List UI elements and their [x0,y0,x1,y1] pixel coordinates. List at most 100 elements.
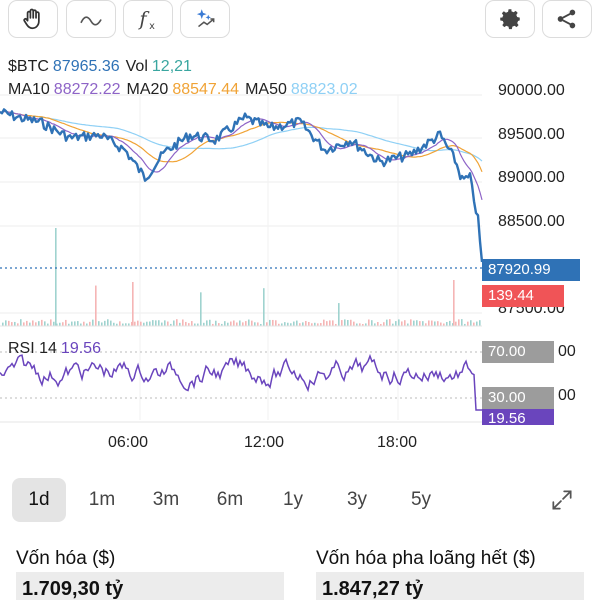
time-tick-0600: 06:00 [108,434,149,451]
volume-bar [212,323,214,326]
volume-bar [146,321,148,326]
volume-bar [56,323,58,326]
drawing-tool-button[interactable] [66,0,116,38]
time-tick-1200: 12:00 [244,434,285,451]
volume-bar [161,322,163,326]
volume-bar [338,303,340,326]
volume-bar [2,322,4,326]
volume-bar [449,320,451,326]
hand-tool-button[interactable] [8,0,58,38]
volume-bar [11,322,13,326]
price-tick-88500: 88500.00 [498,213,565,230]
range-1d-button[interactable]: 1d [12,478,66,522]
gear-icon [500,9,520,30]
volume-bar [29,322,31,326]
fullscreen-button[interactable] [546,484,578,516]
volume-bar [257,322,259,326]
range-5y-button[interactable]: 5y [410,489,432,510]
ma-header: MA10 88272.22 MA20 88547.44 MA50 88823.02 [8,81,364,99]
volume-bar [38,321,40,326]
last-price: 87965.36 [52,58,120,75]
vol-label: Vol [125,58,148,75]
symbol-label: $BTC [8,58,49,75]
price-chart[interactable] [0,38,600,438]
volume-bar [35,322,37,326]
volume-bar [98,321,100,326]
price-tick-89000: 89000.00 [498,169,565,186]
volume-bar [473,322,475,326]
volume-bar [299,323,301,326]
volume-bar [224,321,226,326]
volume-bar [371,320,373,326]
range-3m-button[interactable]: 3m [152,489,180,510]
volume-bar [290,323,292,326]
range-3y-button[interactable]: 3y [346,489,368,510]
volume-bar [176,319,178,326]
volume-bar [5,320,7,326]
volume-bar [152,320,154,326]
price-tick-89500: 89500.00 [498,126,565,143]
volume-bar [53,321,55,326]
volume-bar [227,322,229,326]
volume-bar [320,323,322,326]
volume-bar [335,323,337,326]
volume-bar [344,319,346,326]
volume-bar [416,320,418,326]
vol-value: 12,21 [151,58,192,75]
volume-bar [197,323,199,326]
volume-bar [155,320,157,326]
range-6m-button[interactable]: 6m [216,489,244,510]
volume-bar [245,321,247,326]
share-icon [557,9,576,29]
settings-button[interactable] [485,0,535,38]
volume-bar-spike [55,228,57,326]
volume-bar [32,320,34,326]
volume-bar [134,321,136,326]
volume-bar [200,292,202,326]
volume-bar [14,321,16,326]
volume-bar [137,320,139,326]
volume-bar [170,323,172,326]
volume-bar [104,320,106,326]
ma10-value: 88272.22 [53,81,121,98]
ma50-label: MA50 [245,81,287,98]
ma20-line [0,110,483,173]
volume-bar [194,323,196,326]
rsi-header: RSI 14 19.56 [8,340,107,358]
volume-bar [89,321,91,326]
volume-bar [443,323,445,326]
volume-bar [293,321,295,326]
price-line [0,108,484,263]
volume-bar [44,321,46,326]
hand-icon [23,8,40,30]
volume-bar [434,321,436,326]
volume-bar [380,323,382,326]
volume-bar [374,323,376,326]
ai-insight-button[interactable] [180,0,230,38]
ma20-value: 88547.44 [172,81,240,98]
volume-bar [332,320,334,326]
range-1m-button[interactable]: 1m [88,489,116,510]
volume-bar [251,320,253,326]
volume-bar [287,322,289,326]
volume-tag: 139.44 [482,285,564,307]
volume-bar [281,323,283,326]
volume-bar [410,319,412,326]
volume-bar [101,322,103,326]
volume-bar [206,320,208,326]
volume-bar-spike [132,282,134,326]
share-button[interactable] [542,0,592,38]
market-cap-label: Vốn hóa ($) [16,548,116,569]
price-tick-90000: 90000.00 [498,82,565,99]
volume-bar [242,322,244,326]
range-1y-button[interactable]: 1y [282,489,304,510]
volume-bar [419,321,421,326]
volume-bar [173,320,175,326]
current-price-tag: 87920.99 [482,259,580,281]
volume-bar [158,320,160,326]
volume-bar [167,321,169,326]
volume-bar [479,320,481,326]
volume-bar [269,319,271,326]
volume-bar [86,323,88,326]
